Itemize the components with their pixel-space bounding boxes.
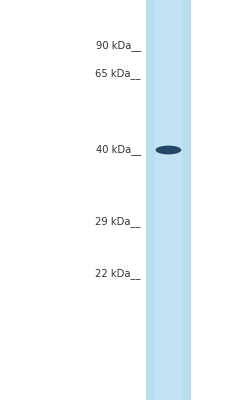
Text: 29 kDa__: 29 kDa__ [95, 216, 141, 228]
Text: 90 kDa__: 90 kDa__ [96, 40, 141, 52]
Bar [155, 0, 182, 400]
Bar [146, 0, 191, 400]
Text: 40 kDa__: 40 kDa__ [96, 144, 141, 156]
Ellipse shape [156, 146, 181, 154]
Text: 65 kDa__: 65 kDa__ [95, 68, 141, 80]
Text: 22 kDa__: 22 kDa__ [95, 268, 141, 280]
